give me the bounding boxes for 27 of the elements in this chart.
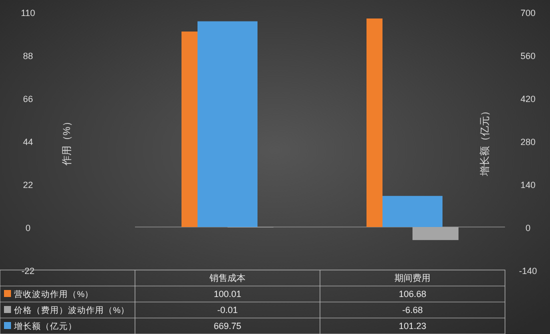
y2-tick-label: 0 — [525, 223, 531, 233]
data-label: 101.23 — [398, 321, 426, 331]
data-label: -6.68 — [402, 305, 423, 315]
y-tick-label: 22 — [22, 180, 34, 190]
y2-tick-label: -140 — [518, 266, 538, 276]
legend-label: 营收波动作用（%） — [14, 289, 94, 299]
y2-axis-title: 增长额（亿元） — [479, 106, 491, 177]
y2-tick-label: 560 — [520, 51, 536, 61]
y-tick-label: 88 — [22, 51, 34, 61]
y-tick-label: 66 — [22, 94, 34, 104]
x-tick-label: 期间费用 — [394, 273, 430, 283]
legend-label: 增长额（亿元） — [13, 321, 77, 331]
y-axis-title: 作用（%） — [62, 116, 73, 166]
y2-tick-label: 420 — [520, 94, 536, 104]
x-tick-label: 销售成本 — [208, 273, 246, 283]
legend-label: 价格（费用）波动作用（%） — [13, 305, 130, 315]
y-tick-label: -22 — [21, 266, 35, 276]
data-label: 669.75 — [214, 321, 242, 331]
y-tick-label: 44 — [22, 137, 34, 147]
data-label: 106.68 — [398, 289, 426, 299]
data-label: 100.01 — [214, 289, 242, 299]
y-tick-label: 110 — [20, 8, 36, 18]
y-tick-label: 0 — [25, 223, 31, 233]
y2-tick-label: 140 — [520, 180, 536, 190]
y2-tick-label: 280 — [520, 137, 536, 147]
data-label: -0.01 — [217, 305, 238, 315]
y2-tick-label: 700 — [520, 8, 536, 18]
